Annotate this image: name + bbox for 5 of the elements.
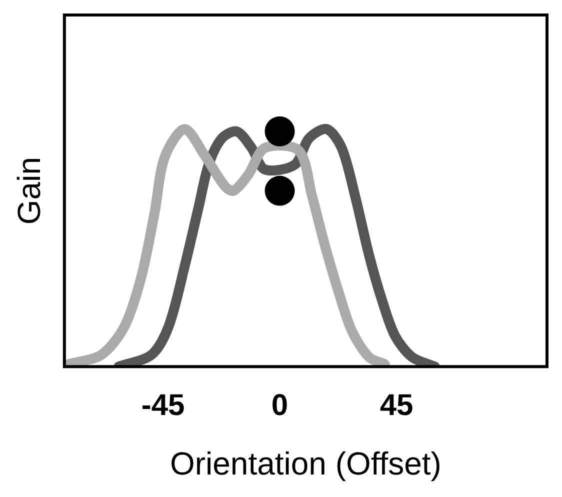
x-tick-label: 45 [380,388,414,422]
x-axis-title: Orientation (Offset) [170,446,442,482]
x-tick-label: -45 [141,388,185,422]
x-tick-label: 0 [271,388,288,422]
y-axis-title: Gain [11,157,48,225]
